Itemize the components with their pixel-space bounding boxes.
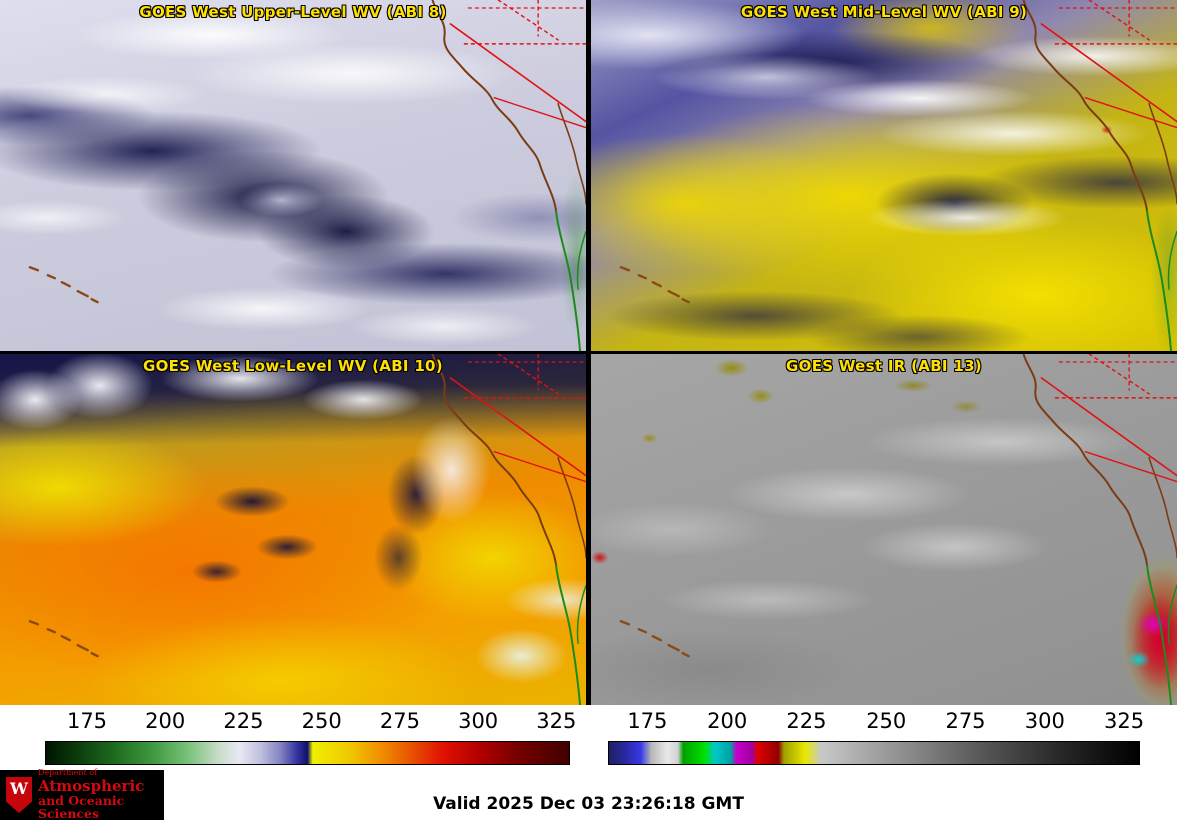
wv-colorbar bbox=[45, 741, 570, 765]
panel-ir: GOES West IR (ABI 13) bbox=[591, 354, 1177, 705]
panel-title: GOES West Upper-Level WV (ABI 8) bbox=[139, 3, 447, 21]
logo-line-1: Atmospheric bbox=[38, 776, 145, 795]
map-overlay bbox=[28, 0, 586, 351]
panel-upper-level-wv: GOES West Upper-Level WV (ABI 8) bbox=[0, 0, 586, 351]
colorbar-tick-label: 250 bbox=[301, 709, 342, 733]
panel-title: GOES West Mid-Level WV (ABI 9) bbox=[740, 3, 1028, 21]
logo-dept-line: Department of bbox=[38, 768, 98, 778]
uw-crest-icon: W bbox=[6, 777, 32, 813]
panel-mid-level-wv: GOES West Mid-Level WV (ABI 9) bbox=[591, 0, 1177, 351]
logo-line-2: and Oceanic Sciences bbox=[38, 792, 125, 820]
uw-aos-logo: W Department of Atmospheric and Oceanic … bbox=[0, 768, 164, 820]
colorbar-tick-label: 250 bbox=[866, 709, 907, 733]
wv-colorbar-ticks: 175 200 225 250 275 300 325 bbox=[45, 709, 576, 737]
ir-colorbar-ticks: 175 200 225 250 275 300 325 bbox=[608, 709, 1144, 737]
panel-low-level-wv: GOES West Low-Level WV (ABI 10) bbox=[0, 354, 586, 705]
colorbar-tick-label: 175 bbox=[66, 709, 108, 733]
uw-aos-logo-text: Department of Atmospheric and Oceanic Sc… bbox=[38, 768, 158, 820]
panel-title: GOES West Low-Level WV (ABI 10) bbox=[143, 357, 443, 375]
colorbar-tick-label: 175 bbox=[627, 709, 668, 733]
colorbar-tick-label: 275 bbox=[945, 709, 986, 733]
panel-title: GOES West IR (ABI 13) bbox=[786, 357, 982, 375]
colorbar-tick-label: 325 bbox=[1103, 709, 1145, 733]
colorbar-tick-label: 275 bbox=[379, 709, 420, 733]
colorbar-tick-label: 200 bbox=[145, 709, 186, 733]
crest-letter: W bbox=[10, 779, 28, 798]
colorbar-tick-row: 175 200 225 250 275 300 325 175 200 225 … bbox=[0, 705, 1177, 741]
map-overlay bbox=[619, 354, 1177, 705]
satellite-quad-grid: GOES West Upper-Level WV (ABI 8) GOES We… bbox=[0, 0, 1177, 705]
colorbar-tick-label: 225 bbox=[786, 709, 827, 733]
colorbar-tick-label: 325 bbox=[536, 709, 577, 733]
colorbar-tick-label: 225 bbox=[223, 709, 264, 733]
ir-colorbar bbox=[608, 741, 1140, 765]
colorbar-tick-label: 300 bbox=[458, 709, 499, 733]
map-overlay bbox=[28, 354, 586, 705]
colorbar-tick-label: 300 bbox=[1024, 709, 1065, 733]
colorbar-tick-label: 200 bbox=[707, 709, 748, 733]
map-overlay bbox=[619, 0, 1177, 351]
valid-time-label: Valid 2025 Dec 03 23:26:18 GMT bbox=[433, 794, 744, 814]
